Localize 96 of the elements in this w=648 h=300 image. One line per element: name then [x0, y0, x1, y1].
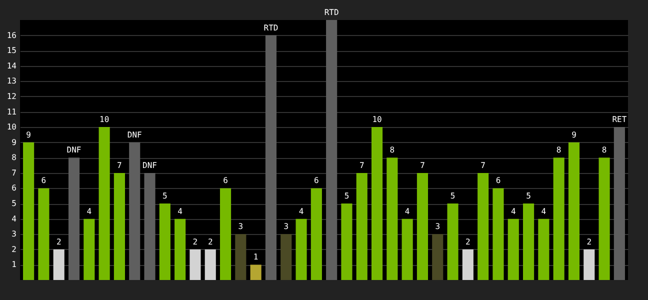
data-label: 6 — [223, 176, 228, 186]
bar — [372, 127, 383, 280]
bar — [296, 218, 307, 280]
data-label: RET — [612, 115, 627, 124]
data-label: 9 — [572, 130, 577, 140]
data-label: 3 — [435, 222, 440, 232]
data-label: 7 — [420, 160, 426, 170]
data-label: DNF — [142, 160, 158, 170]
bar — [614, 127, 625, 280]
data-label: DNF — [127, 130, 142, 140]
bar — [23, 142, 34, 280]
bar — [235, 234, 246, 280]
y-tick-label: 4 — [12, 214, 17, 224]
data-label: 6 — [314, 176, 320, 186]
bar — [220, 188, 232, 280]
data-label: 2 — [208, 237, 213, 246]
y-tick-label: 2 — [12, 244, 17, 254]
data-label: 8 — [556, 146, 562, 155]
bar — [114, 172, 125, 280]
data-label: 7 — [480, 160, 486, 170]
data-label: 8 — [390, 146, 395, 155]
data-label: 2 — [466, 237, 471, 246]
data-label: 5 — [344, 192, 350, 201]
data-label: DNF — [66, 146, 82, 155]
bar — [159, 204, 170, 280]
bar — [386, 158, 398, 280]
bar — [68, 158, 80, 280]
data-label: 6 — [496, 176, 501, 186]
y-tick-label: 12 — [6, 92, 17, 101]
data-label: 4 — [298, 206, 304, 216]
bar — [84, 218, 95, 280]
bar — [598, 158, 610, 280]
bar — [508, 218, 519, 280]
data-label: 3 — [238, 222, 244, 232]
bar — [174, 218, 186, 280]
data-label: 2 — [192, 237, 198, 246]
data-label: 3 — [284, 222, 289, 232]
bar — [310, 188, 322, 280]
data-label: 5 — [526, 192, 532, 201]
data-label: 2 — [586, 237, 592, 246]
data-label: 8 — [602, 146, 607, 155]
bar — [98, 127, 110, 280]
data-label: 1 — [253, 252, 258, 262]
bar — [447, 204, 458, 280]
bar — [538, 218, 550, 280]
y-tick-label: 11 — [6, 107, 17, 116]
data-label: 5 — [450, 192, 456, 201]
data-label: 2 — [56, 237, 62, 246]
y-tick-label: 3 — [12, 230, 17, 239]
bar — [265, 35, 276, 280]
data-label: 10 — [99, 115, 110, 124]
y-tick-label: 7 — [12, 168, 17, 178]
bar — [432, 234, 444, 280]
bar — [478, 172, 489, 280]
data-label: 9 — [26, 130, 32, 140]
bar — [568, 142, 580, 280]
y-tick-label: 1 — [12, 260, 17, 270]
y-tick-label: 13 — [6, 76, 17, 86]
bar — [523, 204, 534, 280]
bar — [326, 20, 338, 280]
data-label: RTD — [324, 8, 339, 17]
data-label: 10 — [372, 115, 382, 124]
y-tick-label: 9 — [12, 138, 17, 147]
data-label: 4 — [404, 206, 410, 216]
data-label: RTD — [264, 23, 278, 32]
bar — [53, 249, 64, 280]
bar — [553, 158, 564, 280]
bar — [462, 249, 474, 280]
bar — [341, 204, 352, 280]
y-tick-label: 15 — [6, 46, 17, 56]
data-label: 6 — [41, 176, 46, 186]
data-label: 7 — [359, 160, 364, 170]
data-label: 4 — [510, 206, 516, 216]
bar — [129, 142, 140, 280]
data-label: 4 — [541, 206, 546, 216]
data-label: 5 — [162, 192, 168, 201]
data-label: 4 — [178, 206, 183, 216]
y-tick-label: 16 — [6, 30, 17, 40]
y-tick-label: 6 — [12, 184, 17, 193]
y-tick-label: 14 — [6, 61, 17, 70]
bar — [402, 218, 413, 280]
bar — [492, 188, 504, 280]
bar — [356, 172, 368, 280]
bar — [204, 249, 216, 280]
data-label: 4 — [86, 206, 92, 216]
bar — [38, 188, 50, 280]
bar — [190, 249, 201, 280]
bar — [144, 172, 156, 280]
y-tick-label: 8 — [12, 153, 17, 162]
y-tick-label: 10 — [6, 122, 17, 132]
bar — [250, 264, 262, 280]
bar — [584, 249, 595, 280]
bar — [416, 172, 428, 280]
bar — [280, 234, 292, 280]
data-label: 7 — [117, 160, 122, 170]
y-tick-label: 5 — [12, 199, 17, 208]
